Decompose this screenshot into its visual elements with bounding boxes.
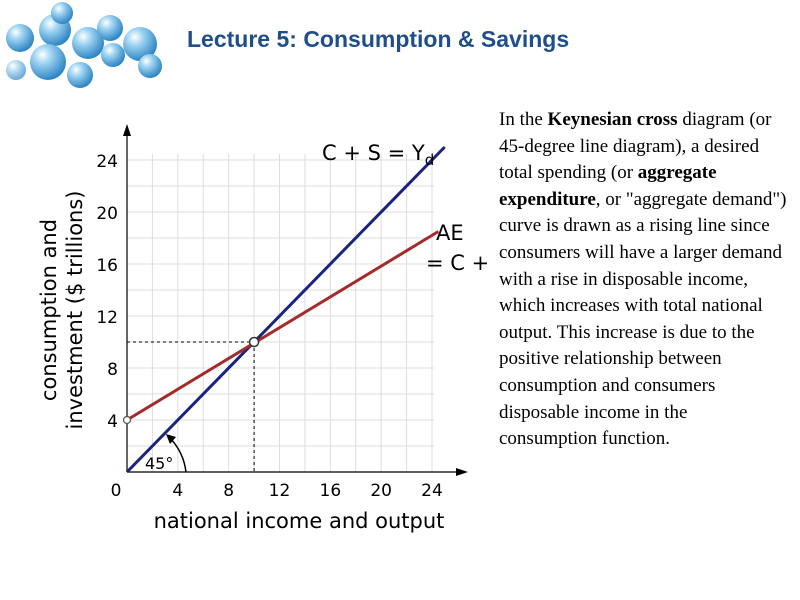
x-axis-label: national income and output xyxy=(154,509,445,533)
y-tick-label: 24 xyxy=(96,152,118,172)
chart-annotations xyxy=(122,336,260,473)
x-axis-arrow xyxy=(456,468,468,476)
body-text-part-2: diagram (or 45-degree line diagram), a d… xyxy=(499,109,772,184)
y-axis-arrow xyxy=(123,124,131,136)
angle-arc-arrow xyxy=(166,434,176,444)
y-tick-label: 20 xyxy=(96,204,118,224)
slide-title: Lecture 5: Consumption & Savings xyxy=(187,26,570,52)
y-tick-label: 4 xyxy=(107,412,118,432)
angle-label: 45° xyxy=(145,454,173,473)
term-keynesian-cross: Keynesian cross xyxy=(547,109,678,130)
y-tick-labels: 4 8 12 16 20 24 xyxy=(96,152,118,432)
line-45-degree xyxy=(125,145,446,474)
y-tick-label: 12 xyxy=(96,308,118,328)
body-text: In the Keynesian cross diagram (or 45-de… xyxy=(499,107,789,453)
y-axis-label-line1: consumption and xyxy=(37,219,61,401)
body-text-part-1: In the xyxy=(499,109,548,130)
line-aggregate-expenditure xyxy=(126,230,440,422)
keynesian-cross-chart: 4 8 12 16 20 24 0 4 8 12 16 20 24 consumption and i… xyxy=(37,124,495,533)
x-tick-label: 8 xyxy=(223,481,234,501)
bubble-decoration xyxy=(6,2,162,88)
series-label-yd-sub: d xyxy=(425,151,435,169)
chart-axes xyxy=(123,124,468,476)
chart-series xyxy=(125,145,446,474)
series-label-yd-main: C + S = Y xyxy=(322,141,425,165)
body-text-part-3: , or "aggregate demand") curve is drawn … xyxy=(499,188,787,450)
x-tick-label: 12 xyxy=(269,481,291,501)
bubble-logo xyxy=(6,2,162,88)
series-label-ae-line1: AE xyxy=(436,221,464,245)
term-aggregate-expenditure: aggregate expenditure xyxy=(499,162,717,210)
y-tick-label: 8 xyxy=(107,360,118,380)
equilibrium-point xyxy=(248,336,260,348)
x-tick-label: 20 xyxy=(370,481,392,501)
ae-intercept-marker xyxy=(122,415,132,425)
y-axis-label-line2: investment ($ trillions) xyxy=(63,191,87,430)
x-tick-labels: 0 4 8 12 16 20 24 xyxy=(111,481,443,501)
y-tick-label: 16 xyxy=(96,256,118,276)
x-tick-label: 24 xyxy=(421,481,443,501)
x-tick-label: 16 xyxy=(320,481,342,501)
series-label-yd: C + S = Yd xyxy=(322,141,434,169)
x-tick-label: 4 xyxy=(172,481,183,501)
series-label-ae-line2: = C + I xyxy=(426,251,495,275)
x-tick-label: 0 xyxy=(111,481,122,501)
